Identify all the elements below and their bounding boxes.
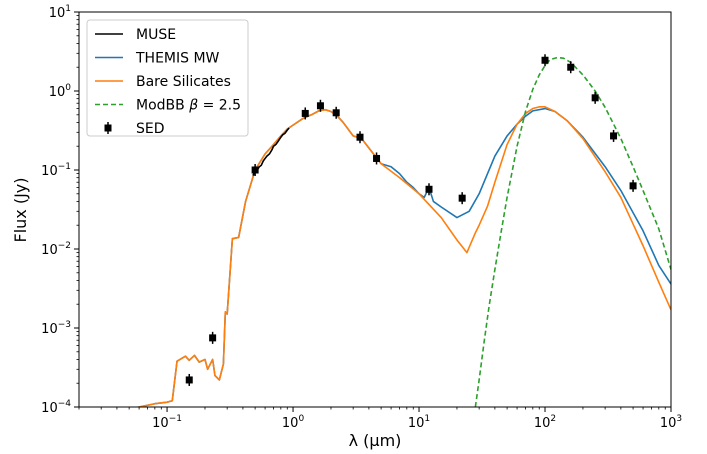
legend-label: THEMIS MW bbox=[135, 51, 220, 67]
sed-point bbox=[629, 182, 637, 190]
x-axis-label: λ (μm) bbox=[349, 431, 402, 450]
legend-label: Bare Silicates bbox=[136, 74, 231, 90]
legend-label: MUSE bbox=[136, 27, 176, 43]
legend-marker bbox=[104, 124, 112, 132]
sed-point bbox=[458, 194, 466, 202]
legend-item-bare-silicates: Bare Silicates bbox=[95, 74, 231, 90]
y-tick-label: 10−3 bbox=[41, 320, 71, 337]
y-tick-label: 10−2 bbox=[41, 241, 71, 258]
y-tick-label: 100 bbox=[49, 83, 72, 100]
y-tick-label: 10−4 bbox=[41, 399, 71, 416]
x-tick-label: 103 bbox=[660, 414, 682, 431]
legend-box bbox=[86, 19, 249, 137]
sed-point bbox=[541, 56, 549, 64]
legend-label: SED bbox=[136, 121, 165, 137]
sed-point bbox=[356, 133, 364, 141]
plot-frame bbox=[78, 11, 672, 408]
x-tick-label: 101 bbox=[408, 414, 430, 431]
legend: MUSE THEMIS MW Bare Silicates ModBB β = 2.5… bbox=[86, 19, 249, 137]
y-tick-label: 10−1 bbox=[41, 162, 71, 179]
legend-item-muse: MUSE bbox=[95, 27, 176, 43]
legend-label: ModBB β = 2.5 bbox=[136, 98, 241, 114]
sed-point bbox=[185, 376, 193, 384]
sed-point bbox=[209, 334, 217, 342]
sed-markers-layer bbox=[185, 54, 637, 386]
y-tick-label: 101 bbox=[49, 4, 71, 21]
legend-item-themis-mw: THEMIS MW bbox=[95, 51, 220, 67]
x-tick-label: 102 bbox=[534, 414, 556, 431]
legend-item-sed: SED bbox=[104, 121, 165, 137]
sed-point bbox=[591, 94, 599, 102]
series-line-muse bbox=[252, 127, 290, 176]
sed-point bbox=[567, 63, 575, 71]
sed-point bbox=[373, 154, 381, 162]
series-line-bare-silicates bbox=[134, 106, 671, 407]
x-tick-label: 10−1 bbox=[152, 414, 182, 431]
x-tick-label: 100 bbox=[282, 414, 305, 431]
series-line-modbb-2-5 bbox=[474, 56, 671, 407]
sed-point bbox=[425, 185, 433, 193]
legend-item-modbb: ModBB β = 2.5 bbox=[95, 98, 241, 114]
sed-point bbox=[251, 166, 259, 174]
sed-point bbox=[332, 109, 340, 117]
sed-point bbox=[316, 102, 324, 110]
sed-point bbox=[610, 132, 618, 140]
sed-point bbox=[301, 109, 309, 117]
series-line-themis-mw bbox=[134, 107, 671, 407]
y-axis-label: Flux (Jy) bbox=[11, 177, 30, 242]
